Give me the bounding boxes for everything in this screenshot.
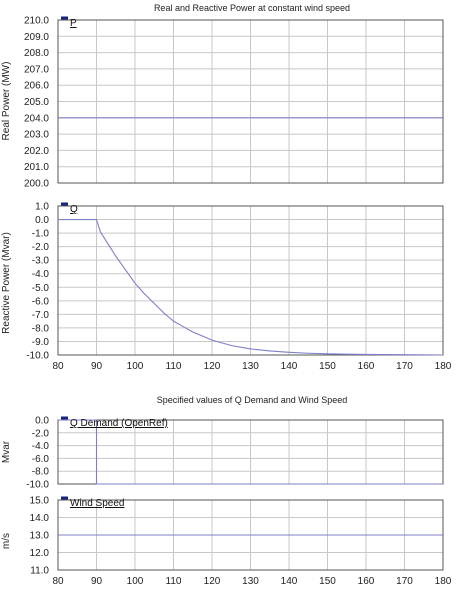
y-tick-label: -4.0 [32,441,50,452]
legend-label: Wind Speed [70,498,124,509]
legend-swatch [61,16,68,20]
y-axis-label: Real Power (MW) [1,62,12,141]
x-tick-label: 140 [281,361,298,372]
y-tick-label: -2.0 [32,242,50,253]
y-tick-label: 208.0 [24,48,49,59]
y-tick-label: 13.0 [30,531,50,542]
x-tick-label: 170 [396,361,413,372]
legend-swatch [61,202,68,206]
legend-swatch [61,416,68,420]
y-tick-label: -2.0 [32,428,50,439]
x-tick-label: 130 [242,576,259,587]
y-tick-label: 209.0 [24,32,49,43]
x-tick-label: 80 [52,576,64,587]
x-tick-label: 180 [435,361,452,372]
top-figure-title: Real and Reactive Power at constant wind… [154,3,350,13]
x-tick-label: 100 [127,576,144,587]
y-tick-label: -10.0 [26,480,49,491]
y-tick-label: -8.0 [32,323,50,334]
y-tick-label: 206.0 [24,81,49,92]
x-tick-label: 80 [52,361,64,372]
series-line [58,219,444,356]
x-tick-label: 160 [358,361,375,372]
y-tick-label: -9.0 [32,337,50,348]
x-tick-label: 170 [396,576,413,587]
y-tick-label: -8.0 [32,467,50,478]
x-tick-label: 180 [435,576,452,587]
y-tick-label: -5.0 [32,283,50,294]
y-tick-label: 201.0 [24,162,49,173]
y-tick-label: -4.0 [32,269,50,280]
panel-q-demand: 0.0-2.0 -4.0 -6.0 -8.0 -10.0 Mvar Q Demand (Op… [1,416,444,491]
y-tick-label: 0.0 [35,416,49,427]
y-axis-label: m/s [1,533,12,549]
y-tick-label: 12.0 [30,548,50,559]
y-axis-label: Reactive Power (Mvar) [1,232,12,334]
y-tick-label: -10.0 [26,351,49,362]
y-tick-label: 1.0 [35,202,49,213]
y-tick-label: -1.0 [32,229,50,240]
y-tick-label: 11.0 [30,566,49,577]
legend-label: Q Demand (OpenRef) [70,418,168,429]
x-tick-label: 110 [166,361,182,372]
y-axis-label: Mvar [1,440,12,463]
x-tick-label: 100 [127,361,144,372]
y-tick-label: 207.0 [24,64,49,75]
plot-frame [57,205,444,356]
legend-label: P [70,18,77,29]
y-tick-label: 205.0 [24,97,49,108]
panel-real-power: 210.0 209.0 208.0 207.0 206.0 205.0 204.0 203.0… [1,16,444,190]
y-tick-label: 200.0 [24,179,49,190]
x-tick-label: 140 [281,576,298,587]
y-tick-label: -6.0 [32,296,50,307]
x-tick-label: 110 [166,576,182,587]
bottom-figure-title: Specified values of Q Demand and Wind Sp… [157,395,348,405]
x-tick-label: 160 [358,576,375,587]
y-tick-label: 15.0 [30,496,50,507]
x-tick-label: 90 [91,576,103,587]
panel-reactive-power: 1.0 0.0 -1.0 -2.0 -3.0 -4.0 -5.0 -6.0 -7.0 -8.0 -9… [1,202,452,373]
y-tick-label: 203.0 [24,130,49,141]
panel-wind-speed: 15.0 14.0 13.0 12.0 11.080 90 100 110 120 130 140 1… [1,496,452,588]
y-tick-label: -6.0 [32,454,50,465]
legend-swatch [61,496,68,500]
y-tick-label: 14.0 [30,513,50,524]
x-tick-label: 90 [91,361,103,372]
y-tick-label: -3.0 [32,256,50,267]
series-line [58,419,443,485]
y-tick-label: 202.0 [24,146,49,157]
x-tick-label: 120 [204,576,221,587]
y-tick-label: -7.0 [32,310,50,321]
x-tick-label: 150 [319,576,336,587]
x-tick-label: 130 [242,361,259,372]
y-tick-label: 204.0 [24,113,49,124]
legend-label: Q [70,204,78,215]
x-tick-label: 150 [319,361,336,372]
y-tick-label: 0.0 [35,215,49,226]
y-tick-label: 210.0 [24,16,49,27]
x-tick-label: 120 [204,361,221,372]
plot-frame [57,19,444,184]
